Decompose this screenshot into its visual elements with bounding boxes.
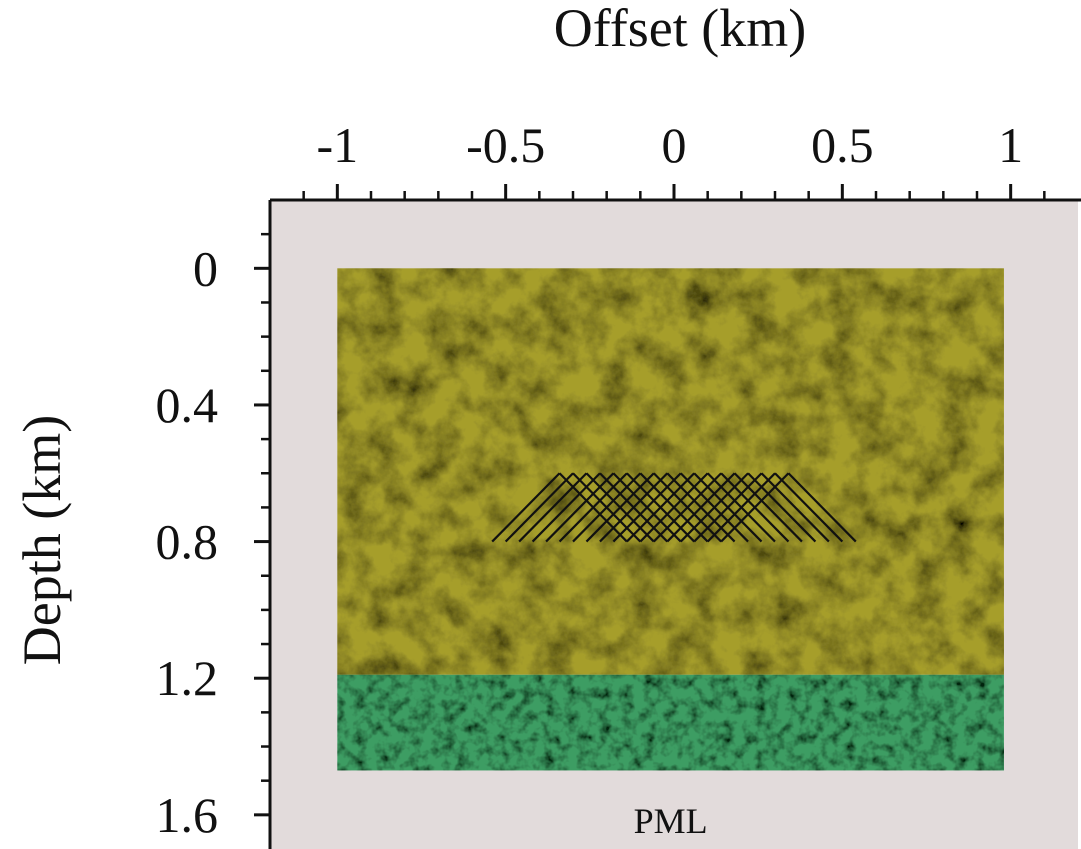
y-axis-title: Depth (km) <box>12 415 72 665</box>
x-tick-label: -0.5 <box>466 117 545 173</box>
y-tick-label: 0 <box>193 240 218 296</box>
y-tick-label: 0.4 <box>156 377 219 433</box>
x-tick-label: 0.5 <box>811 117 874 173</box>
layer <box>337 268 1004 674</box>
y-tick-label: 1.2 <box>156 650 219 706</box>
x-axis-title: Offset (km) <box>554 0 806 58</box>
x-tick-label: 0 <box>662 117 687 173</box>
layer <box>337 675 1004 771</box>
annotation: PML <box>634 801 708 841</box>
chart: Offset (km) Depth (km) PML -1 -0.5 0 0.5 1 0 0.… <box>0 0 1081 849</box>
x-tick-label: 1 <box>998 117 1023 173</box>
y-tick-label: 1.6 <box>156 787 219 843</box>
y-tick-label: 0.8 <box>156 514 219 570</box>
x-tick-label: -1 <box>317 117 359 173</box>
page: {"chart_data": {"type": "model", "xlabel… <box>0 0 1081 849</box>
